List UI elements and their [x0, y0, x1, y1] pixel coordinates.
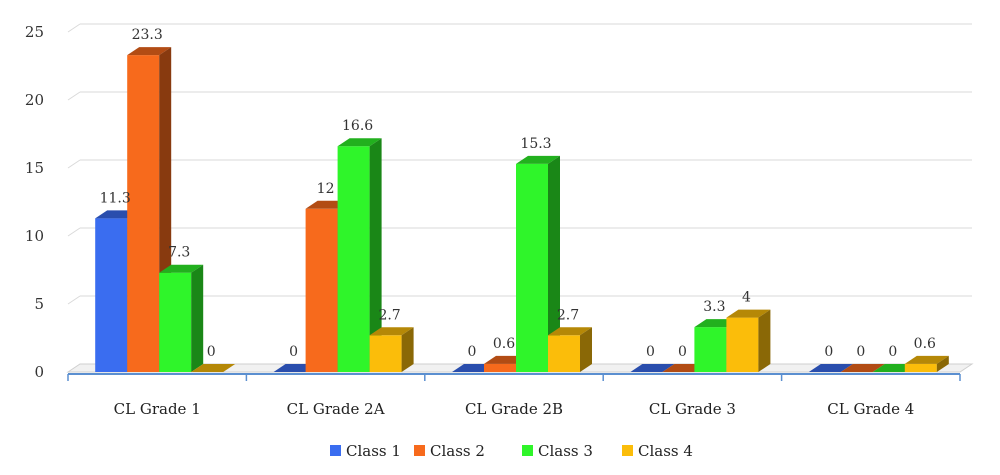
category-label: CL Grade 3	[649, 400, 736, 418]
data-label: 11.3	[100, 190, 131, 206]
bar-front	[127, 55, 160, 373]
bar-front	[369, 335, 402, 372]
bar-front	[484, 363, 516, 372]
bar-top	[840, 364, 885, 372]
bar-front	[694, 327, 727, 372]
legend-swatch	[414, 445, 425, 456]
bar-top	[808, 364, 853, 372]
bar-side	[548, 155, 560, 372]
data-label: 0.6	[493, 336, 515, 352]
bar-front	[159, 272, 192, 372]
legend-swatch	[330, 445, 341, 456]
legend-label: Class 3	[538, 442, 593, 460]
category-label: CL Grade 1	[114, 400, 201, 418]
y-tick-label: 5	[34, 295, 44, 313]
bar-side	[580, 327, 592, 372]
bar	[191, 364, 236, 372]
legend-item: Class 1	[330, 442, 401, 460]
bar-side	[758, 309, 771, 372]
bar-top	[127, 47, 172, 56]
legend-item: Class 3	[522, 442, 593, 460]
data-label: 7.3	[168, 245, 190, 261]
bar	[516, 155, 560, 372]
legend-swatch	[522, 445, 533, 456]
category-label: CL Grade 2A	[287, 400, 385, 418]
bar-top	[369, 327, 414, 336]
bar-side	[401, 327, 414, 372]
axes: 0 5 10 15 20 25 CL Grade 1 CL Grade 2A CL Grade …	[25, 23, 961, 418]
legend-label: Class 4	[638, 442, 693, 460]
legend-item: Class 4	[622, 442, 693, 460]
data-label: 0	[678, 344, 687, 360]
bar	[840, 364, 885, 372]
data-label: 0	[646, 344, 655, 360]
bar-side	[369, 138, 382, 372]
bar-top	[159, 264, 204, 273]
data-label: 3.3	[703, 299, 725, 315]
y-tick-label: 15	[25, 159, 44, 177]
bar-top	[904, 355, 949, 364]
category-label: CL Grade 4	[827, 400, 914, 418]
y-tick-label: 10	[25, 227, 44, 245]
data-label: 23.3	[132, 27, 163, 43]
bar	[630, 364, 675, 372]
legend: Class 1 Class 2 Class 3 Class 4	[330, 442, 693, 460]
bar	[159, 264, 204, 372]
legend-item: Class 2	[414, 442, 485, 460]
gridline-side	[67, 159, 81, 169]
bar	[808, 364, 853, 372]
data-label: 0	[888, 344, 897, 360]
bar-front	[548, 335, 580, 372]
data-label: 0	[824, 344, 833, 360]
data-label: 2.7	[378, 307, 400, 323]
bar	[369, 327, 414, 372]
data-labels: 11.3 23.3 7.3 0 0 12 16.6 2.7 0 0.6 15.3 2.7 0 0 3.3 4 0…	[100, 27, 936, 360]
y-tick-label: 25	[25, 23, 44, 41]
gridline-side	[67, 227, 81, 237]
y-tick-label: 20	[25, 91, 44, 109]
bar	[337, 138, 382, 372]
gridline-side	[67, 91, 81, 101]
data-label: 0.6	[914, 336, 936, 352]
data-label: 4	[742, 290, 751, 306]
data-label: 15.3	[520, 136, 551, 152]
bar-top	[630, 364, 675, 372]
data-label: 2.7	[557, 307, 579, 323]
bars	[95, 47, 949, 373]
bar-front	[516, 163, 548, 372]
gridline-side	[67, 23, 81, 33]
bar-top	[191, 364, 236, 372]
gridline-side	[67, 295, 81, 305]
y-tick-label: 0	[34, 363, 44, 381]
bar-front	[95, 218, 128, 372]
bar-top	[337, 138, 382, 147]
data-label: 0	[207, 344, 216, 360]
bar-front	[305, 208, 338, 372]
bar	[726, 309, 771, 372]
data-label: 0	[289, 344, 298, 360]
bar	[904, 355, 949, 372]
bar-side	[191, 264, 204, 372]
bar-top	[726, 309, 771, 318]
bar-front	[904, 363, 937, 372]
category-label: CL Grade 2B	[465, 400, 563, 418]
legend-swatch	[622, 445, 633, 456]
legend-label: Class 1	[346, 442, 401, 460]
bar-top	[516, 155, 560, 164]
bar-top	[548, 327, 592, 336]
bar-front	[337, 146, 370, 372]
bar	[548, 327, 592, 372]
legend-label: Class 2	[430, 442, 485, 460]
data-label: 0	[856, 344, 865, 360]
data-label: 0	[468, 344, 477, 360]
bar-side	[936, 355, 949, 372]
data-label: 12	[317, 181, 335, 197]
bar-front	[726, 317, 759, 372]
data-label: 16.6	[342, 118, 373, 134]
